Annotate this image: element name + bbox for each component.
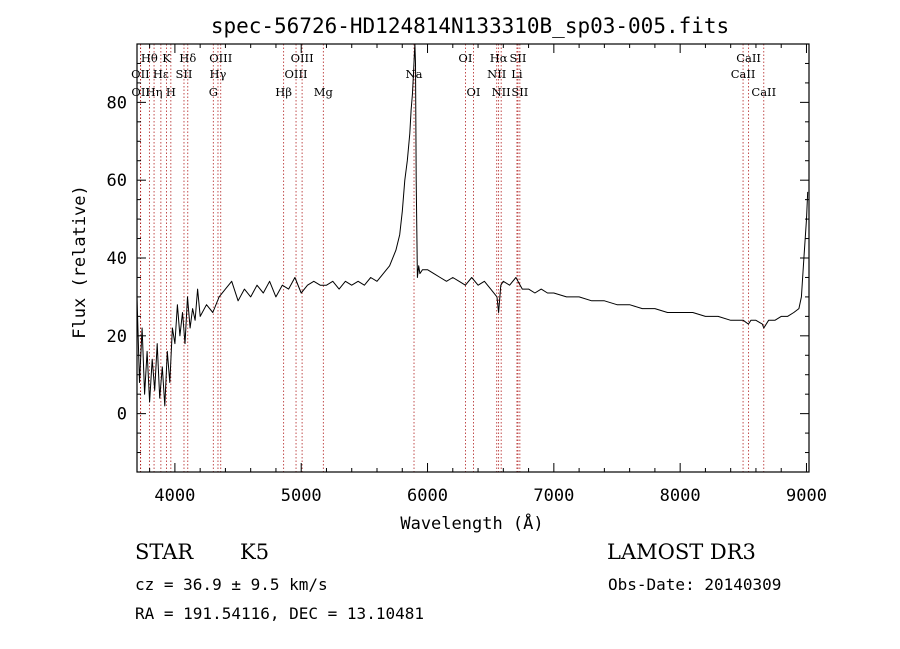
line-marker-label-10: OIII <box>209 51 232 65</box>
y-tick-label-40: 40 <box>107 249 127 269</box>
survey-name: LAMOST DR3 <box>607 540 756 564</box>
line-marker-label-21: Hα <box>490 51 508 65</box>
chart-title: spec-56726-HD124814N133310B_sp03-005.fit… <box>211 14 729 38</box>
line-marker-label-23: Li <box>511 67 523 81</box>
line-marker-label-0: Hθ <box>141 51 158 65</box>
line-marker-label-26: CaII <box>736 51 761 65</box>
line-marker-label-22: SII <box>509 51 526 65</box>
line-marker-label-18: OI <box>467 85 481 99</box>
observation-date: Obs-Date: 20140309 <box>608 575 782 594</box>
line-marker-label-7: SII <box>176 67 193 81</box>
y-tick-label-60: 60 <box>107 171 127 191</box>
line-marker-label-13: OIII <box>285 67 308 81</box>
object-subclass: K5 <box>240 540 270 564</box>
line-marker-label-9: G <box>209 85 218 99</box>
x-tick-label-8000: 8000 <box>660 486 701 506</box>
line-marker-label-3: Hη <box>146 85 163 99</box>
line-marker-label-25: CaII <box>731 67 756 81</box>
line-marker-label-24: SII <box>511 85 528 99</box>
x-axis-label: Wavelength (Å) <box>400 512 543 534</box>
y-tick-label-80: 80 <box>107 93 127 113</box>
object-class: STAR <box>135 540 194 564</box>
line-marker-label-16: Na <box>406 67 423 81</box>
line-marker-label-2: OII <box>131 85 150 99</box>
line-marker-label-4: Hε <box>153 67 169 81</box>
line-marker-label-5: K <box>162 51 171 65</box>
line-marker-label-27: CaII <box>751 85 776 99</box>
line-marker-label-1: OII <box>131 67 150 81</box>
plot-frame <box>136 43 810 473</box>
x-tick-label-6000: 6000 <box>407 486 448 506</box>
series-flux-line <box>136 43 809 407</box>
line-markers <box>140 44 765 472</box>
x-axis-ticks: 4000 5000 6000 7000 8000 9000 <box>149 44 827 506</box>
y-tick-label-0: 0 <box>117 405 127 425</box>
line-marker-label-20: NII <box>492 85 511 99</box>
line-marker-label-6: H <box>166 85 176 99</box>
line-marker-label-14: OIII <box>291 51 314 65</box>
x-tick-label-9000: 9000 <box>786 486 827 506</box>
line-marker-label-12: Hβ <box>275 85 292 99</box>
line-marker-label-17: OI <box>458 51 472 65</box>
y-tick-label-20: 20 <box>107 327 127 347</box>
spectrum-series <box>136 43 809 407</box>
line-marker-label-11: Hγ <box>210 67 227 81</box>
line-marker-label-15: Mg <box>314 85 334 99</box>
y-axis-ticks: 0 20 40 60 80 <box>107 62 809 454</box>
line-marker-labels: HθOIIOIIHηHεKHSIIHδGOIIIHγHβOIIIOIIIMgNa… <box>131 51 776 99</box>
x-tick-label-5000: 5000 <box>281 486 322 506</box>
y-axis-label: Flux (relative) <box>70 185 90 339</box>
line-marker-label-8: Hδ <box>179 51 196 65</box>
redshift-value: cz = 36.9 ± 9.5 km/s <box>135 575 328 594</box>
x-tick-label-4000: 4000 <box>154 486 195 506</box>
line-marker-label-19: NII <box>487 67 506 81</box>
x-tick-label-7000: 7000 <box>533 486 574 506</box>
coordinates: RA = 191.54116, DEC = 13.10481 <box>135 604 424 623</box>
